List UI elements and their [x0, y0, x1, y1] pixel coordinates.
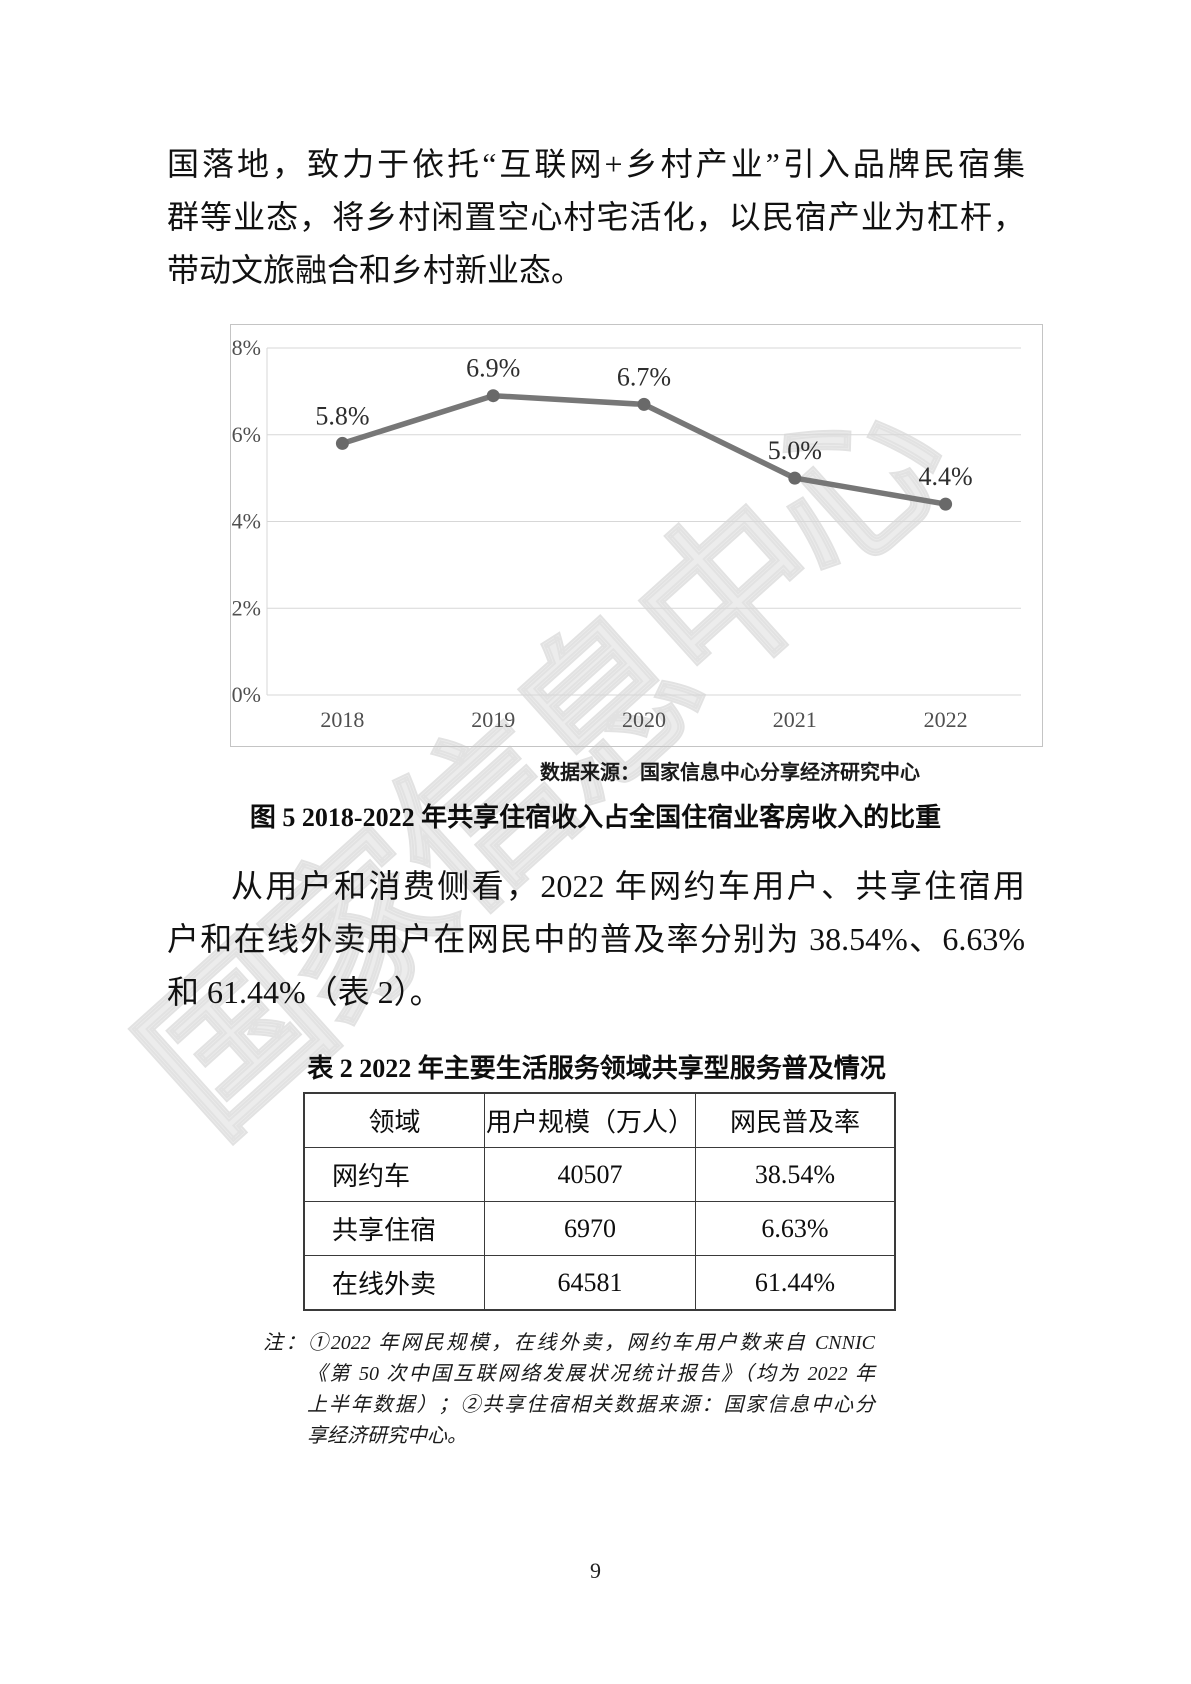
chart-source: 数据来源：国家信息中心分享经济研究中心 [540, 762, 920, 784]
cell-penetration: 61.44% [695, 1255, 896, 1311]
table-row: 在线外卖 64581 61.44% [303, 1255, 896, 1311]
cell-domain: 在线外卖 [303, 1255, 485, 1311]
line-chart-svg: 0% 2% 4% 6% 8% 2018 2019 2020 2021 2022 5.8% 6.9% 6.… [230, 324, 1043, 747]
y-tick-label: 8% [232, 335, 261, 360]
y-tick-label: 2% [232, 595, 261, 620]
y-tick-label: 6% [232, 422, 261, 447]
data-point-label: 4.4% [919, 462, 973, 491]
cell-penetration: 38.54% [695, 1147, 896, 1202]
note-line-2: 《第 50 次中国互联网络发展状况统计报告》（均为 2022 年 [307, 1363, 875, 1385]
note-line-3: 上半年数据）；②共享住宿相关数据来源：国家信息中心分 [307, 1394, 875, 1416]
data-point [486, 389, 500, 403]
data-point [637, 397, 651, 411]
paragraph-1: 国落地，致力于依托“互联网+乡村产业”引入品牌民宿集 群等业态，将乡村闲置空心村… [167, 138, 1025, 297]
page-number: 9 [590, 1558, 601, 1583]
data-line [339, 392, 949, 507]
note-line-4: 享经济研究中心。 [307, 1425, 467, 1447]
x-tick-label: 2021 [773, 707, 817, 732]
table-row: 网约车 40507 38.54% [303, 1147, 896, 1202]
figure-caption: 图 5 2018-2022 年共享住宿收入占全国住宿业客房收入的比重 [249, 803, 942, 832]
cell-user-scale: 64581 [484, 1255, 696, 1311]
col-header-user-scale: 用户规模（万人） [484, 1092, 696, 1148]
x-tick-label: 2020 [622, 707, 666, 732]
table-row: 共享住宿 6970 6.63% [303, 1201, 896, 1256]
paragraph-1-line-2: 群等业态，将乡村闲置空心村宅活化，以民宿产业为杠杆， [167, 199, 1025, 235]
x-tick-label: 2022 [924, 707, 968, 732]
note-line-1: 注：①2022 年网民规模，在线外卖，网约车用户数来自 CNNIC [263, 1332, 875, 1354]
penetration-table: 领域 用户规模（万人） 网民普及率 网约车 40507 38.54% 共享住宿 … [303, 1092, 896, 1311]
table-header-row: 领域 用户规模（万人） 网民普及率 [303, 1092, 896, 1148]
data-point [335, 436, 349, 450]
col-header-domain: 领域 [303, 1092, 485, 1148]
paragraph-2: 从用户和消费侧看，2022 年网约车用户、共享住宿用 户和在线外卖用户在网民中的… [167, 860, 1025, 1019]
cell-domain: 共享住宿 [303, 1201, 485, 1256]
y-tick-label: 4% [232, 509, 261, 534]
line-chart: 0% 2% 4% 6% 8% 2018 2019 2020 2021 2022 5.8% 6.9% 6.… [230, 324, 1043, 747]
paragraph-1-line-3: 带动文旅融合和乡村新业态。 [167, 252, 584, 288]
paragraph-2-line-3: 和 61.44%（表 2）。 [167, 974, 442, 1010]
paragraph-1-line-1: 国落地，致力于依托“互联网+乡村产业”引入品牌民宿集 [167, 146, 1025, 182]
data-point-label: 6.7% [617, 362, 671, 391]
table-title: 表 2 2022 年主要生活服务领域共享型服务普及情况 [307, 1054, 886, 1083]
x-tick-label: 2018 [320, 707, 364, 732]
col-header-penetration: 网民普及率 [695, 1092, 896, 1148]
x-tick-label: 2019 [471, 707, 515, 732]
data-point-label: 5.0% [768, 436, 822, 465]
paragraph-2-line-1: 从用户和消费侧看，2022 年网约车用户、共享住宿用 [231, 868, 1025, 904]
paragraph-2-line-2: 户和在线外卖用户在网民中的普及率分别为 38.54%、6.63% [167, 921, 1025, 957]
data-point-label: 5.8% [315, 401, 369, 430]
data-point-label: 6.9% [466, 354, 520, 383]
cell-user-scale: 6970 [484, 1201, 696, 1256]
data-point [939, 497, 953, 511]
cell-penetration: 6.63% [695, 1201, 896, 1256]
data-point [788, 471, 802, 485]
cell-user-scale: 40507 [484, 1147, 696, 1202]
table-notes: 注：①2022 年网民规模，在线外卖，网约车用户数来自 CNNIC 《第 50 … [263, 1328, 875, 1452]
chart-border [230, 324, 1043, 747]
cell-domain: 网约车 [303, 1147, 485, 1202]
y-tick-label: 0% [232, 682, 261, 707]
